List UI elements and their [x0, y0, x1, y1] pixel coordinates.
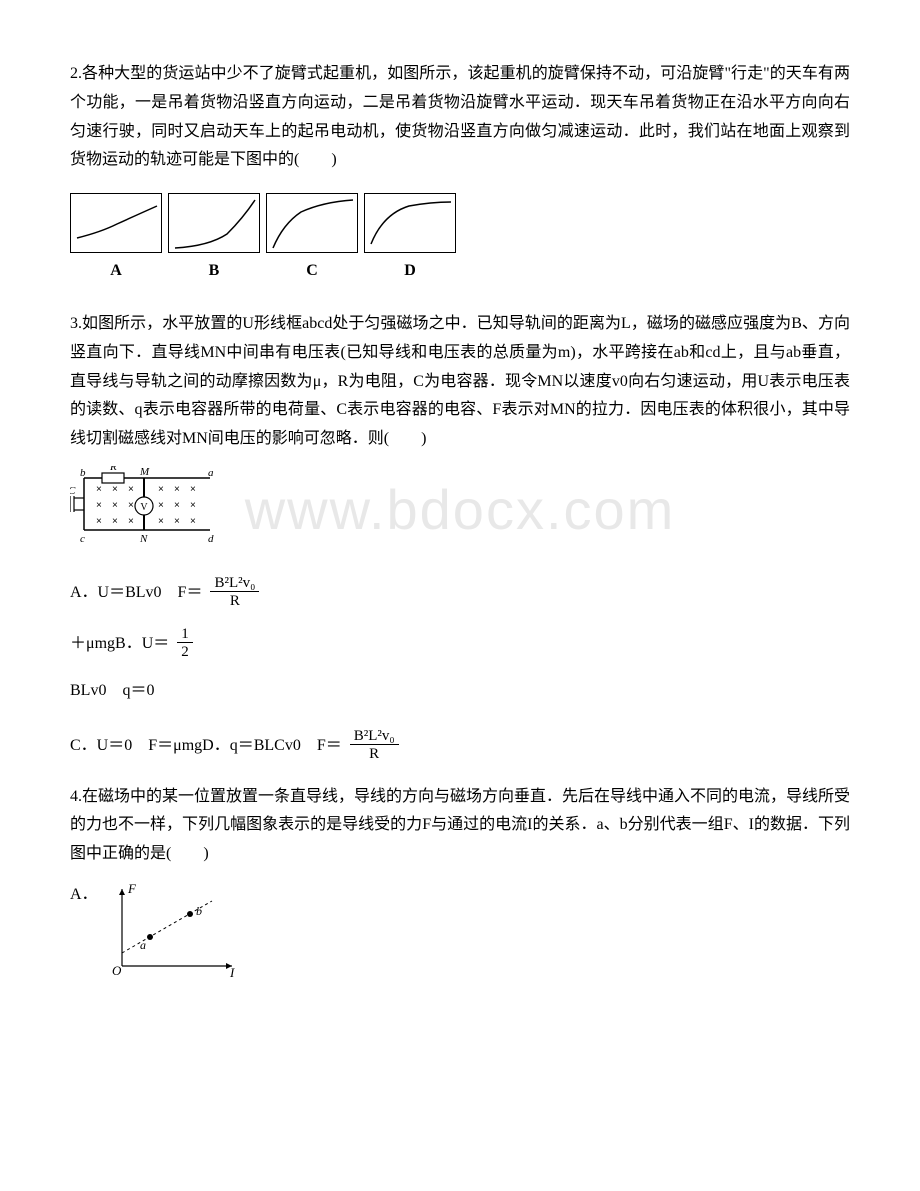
svg-text:×: × [158, 516, 164, 527]
q2-option-A: A [70, 193, 162, 286]
q3-option-B-part2: BLv0 q＝0 [70, 677, 850, 706]
fraction-icon: B²L²v₀ R [350, 728, 399, 765]
svg-text:c: c [80, 533, 85, 545]
svg-text:×: × [112, 516, 118, 527]
q3-option-CD: C．U＝0 F＝μmgD．q＝BLCv0 F＝ B²L²v₀ R [70, 728, 850, 765]
q2-label-B: B [209, 257, 220, 286]
svg-text:×: × [158, 484, 164, 495]
svg-text:b: b [80, 467, 86, 479]
q2-option-B: B [168, 193, 260, 286]
svg-text:I: I [229, 965, 235, 980]
svg-text:×: × [96, 516, 102, 527]
fraction-icon: 1 2 [177, 626, 193, 663]
svg-text:×: × [96, 500, 102, 511]
fraction-icon: B²L²v₀ R [210, 575, 259, 612]
q3-optB-prefix: ＋μmgB．U＝ [70, 635, 169, 652]
q3-circuit-diagram: V × × × × × × × × × × × × × × × × × × b a c d R M N C [70, 466, 850, 557]
q3-option-B-part1: ＋μmgB．U＝ 1 2 [70, 626, 850, 663]
q2-diagram-row: A B C D [70, 193, 850, 286]
svg-text:a: a [208, 467, 214, 479]
curve-B-icon [169, 194, 261, 254]
svg-text:d: d [208, 533, 214, 545]
svg-text:F: F [127, 881, 137, 896]
q4-optA-label: A． [70, 886, 98, 903]
svg-text:M: M [139, 466, 150, 478]
svg-text:×: × [174, 516, 180, 527]
svg-text:×: × [112, 500, 118, 511]
q3-text: 3.如图所示，水平放置的U形线框abcd处于匀强磁场之中．已知导轨间的距离为L，… [70, 310, 850, 454]
svg-text:R: R [109, 466, 117, 473]
svg-text:×: × [174, 500, 180, 511]
svg-text:×: × [128, 484, 134, 495]
q2-option-C: C [266, 193, 358, 286]
curve-A-icon [71, 194, 163, 254]
svg-text:O: O [112, 963, 122, 978]
circuit-icon: V × × × × × × × × × × × × × × × × × × b a c d R M N C [70, 466, 220, 546]
svg-text:×: × [112, 484, 118, 495]
svg-text:×: × [128, 500, 134, 511]
q4-text: 4.在磁场中的某一位置放置一条直导线，导线的方向与磁场方向垂直．先后在导线中通入… [70, 783, 850, 869]
svg-text:×: × [174, 484, 180, 495]
q2-label-A: A [110, 257, 122, 286]
q2-option-D: D [364, 193, 456, 286]
q2-label-D: D [404, 257, 416, 286]
svg-text:C: C [70, 485, 76, 497]
q2-label-C: C [306, 257, 318, 286]
svg-text:a: a [140, 938, 146, 952]
svg-text:V: V [140, 502, 148, 513]
page-content: 2.各种大型的货运站中少不了旋臂式起重机，如图所示，该起重机的旋臂保持不动，可沿… [70, 60, 850, 981]
svg-text:×: × [158, 500, 164, 511]
svg-text:×: × [128, 516, 134, 527]
svg-text:×: × [190, 500, 196, 511]
svg-text:×: × [190, 516, 196, 527]
svg-text:b: b [196, 904, 202, 918]
q3-option-A: A．U＝BLv0 F＝ B²L²v₀ R [70, 575, 850, 612]
q3-optA-prefix: A．U＝BLv0 F＝ [70, 584, 202, 601]
q3-optC-prefix: C．U＝0 F＝μmgD．q＝BLCv0 F＝ [70, 737, 342, 754]
graph-A-icon: a b F I O [102, 881, 242, 981]
q4-option-A: A． a b F I O [70, 881, 850, 981]
curve-D-icon [365, 194, 457, 254]
q2-text: 2.各种大型的货运站中少不了旋臂式起重机，如图所示，该起重机的旋臂保持不动，可沿… [70, 60, 850, 175]
svg-text:×: × [190, 484, 196, 495]
svg-text:×: × [96, 484, 102, 495]
svg-text:N: N [139, 533, 148, 545]
curve-C-icon [267, 194, 359, 254]
